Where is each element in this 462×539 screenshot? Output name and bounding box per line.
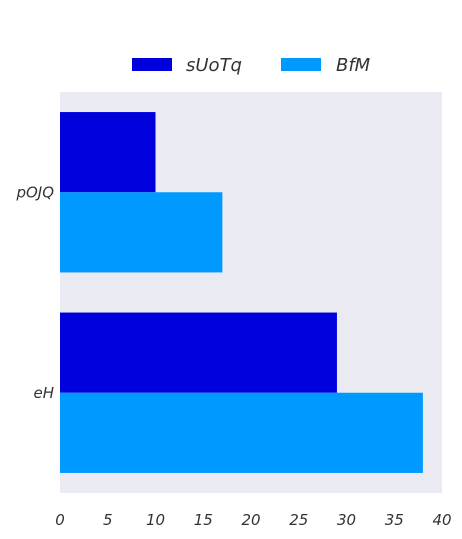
x-tick-label: 20	[241, 511, 260, 529]
y-category-label: pOJQ	[15, 183, 54, 201]
y-category-label: eH	[33, 384, 54, 402]
bars-group	[60, 112, 423, 473]
x-tick-label: 0	[55, 511, 65, 529]
y-axis-categories: pOJQ eH	[15, 183, 54, 402]
legend: sUoTq BfM	[132, 55, 371, 76]
legend-swatch-BfM	[281, 58, 321, 71]
x-axis-ticks: 0 5 10 15 20 25 30 35 40	[55, 511, 451, 529]
bar-sUoTq-eH	[60, 312, 337, 393]
x-tick-label: 5	[103, 511, 113, 529]
bar-sUoTq-pOJQ	[60, 112, 156, 193]
x-tick-label: 10	[146, 511, 165, 529]
legend-label-BfM: BfM	[336, 55, 371, 76]
legend-label-sUoTq: sUoTq	[186, 55, 242, 76]
x-tick-label: 40	[432, 511, 451, 529]
x-tick-label: 25	[289, 511, 308, 529]
bar-BfM-eH	[60, 392, 423, 473]
x-tick-label: 30	[337, 511, 356, 529]
legend-swatch-sUoTq	[132, 58, 172, 71]
x-tick-label: 15	[194, 511, 213, 529]
x-tick-label: 35	[385, 511, 404, 529]
bar-BfM-pOJQ	[60, 192, 223, 273]
